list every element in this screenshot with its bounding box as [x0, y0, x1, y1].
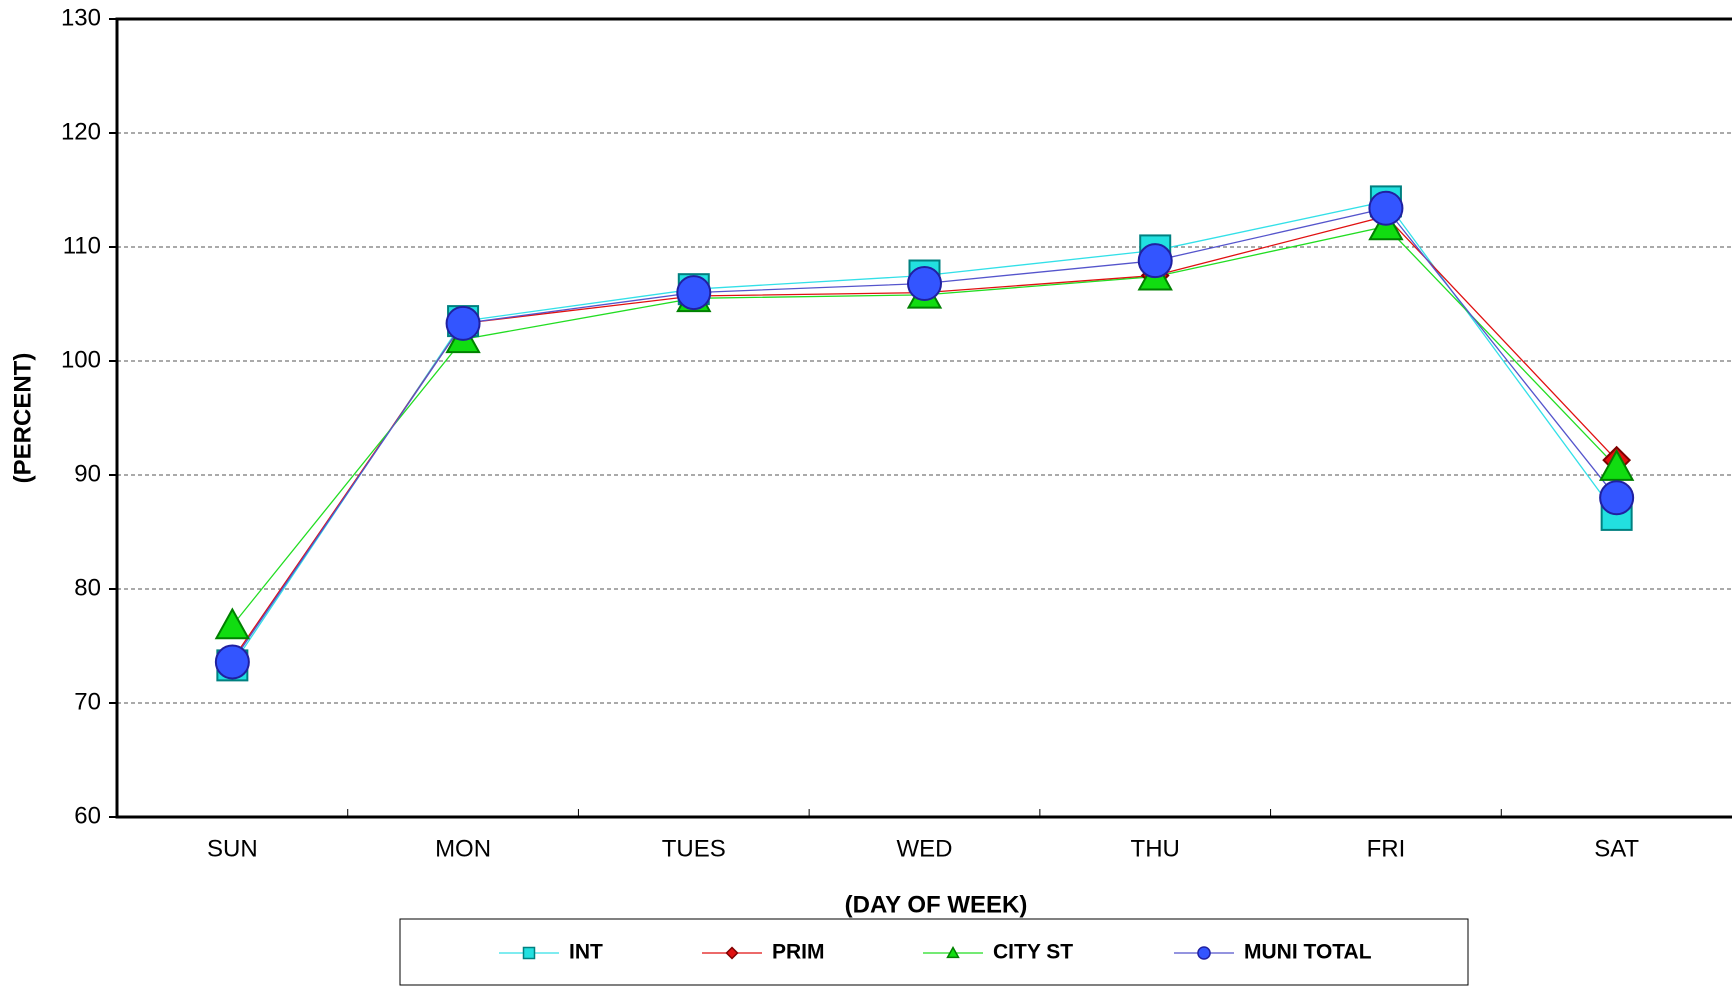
x-tick-label: THU [1131, 835, 1180, 862]
marker [1197, 946, 1211, 960]
y-tick-label: 60 [74, 802, 101, 829]
y-tick-label: 80 [74, 574, 101, 601]
marker [214, 644, 250, 680]
y-axis-title: (PERCENT) [9, 353, 36, 484]
legend-label: PRIM [772, 941, 825, 964]
marker [214, 607, 251, 640]
x-tick-label: MON [435, 835, 491, 862]
y-tick-label: 70 [74, 688, 101, 715]
y-tick-label: 130 [61, 4, 101, 31]
marker [946, 945, 960, 959]
x-tick-label: SUN [207, 835, 258, 862]
marker [1599, 480, 1635, 516]
marker [1368, 190, 1404, 226]
y-tick-label: 90 [74, 460, 101, 487]
y-tick-label: 120 [61, 118, 101, 145]
x-tick-label: TUES [662, 835, 726, 862]
marker [522, 946, 536, 960]
x-axis-title: (DAY OF WEEK) [845, 891, 1028, 918]
marker [1598, 448, 1635, 481]
marker [725, 946, 739, 960]
marker [907, 265, 942, 301]
legend-label: CITY ST [993, 941, 1073, 964]
axis-frame [115, 17, 1732, 819]
x-tick-label: WED [897, 835, 953, 862]
marker [445, 305, 481, 341]
x-tick-label: FRI [1367, 835, 1406, 862]
y-tick-label: 100 [61, 346, 101, 373]
legend-label: INT [569, 941, 603, 964]
legend-box [399, 918, 1469, 986]
y-tick-label: 110 [63, 232, 101, 259]
marker [676, 275, 712, 311]
marker [1137, 243, 1173, 279]
legend-label: MUNI TOTAL [1244, 941, 1372, 964]
x-tick-label: SAT [1594, 835, 1639, 862]
